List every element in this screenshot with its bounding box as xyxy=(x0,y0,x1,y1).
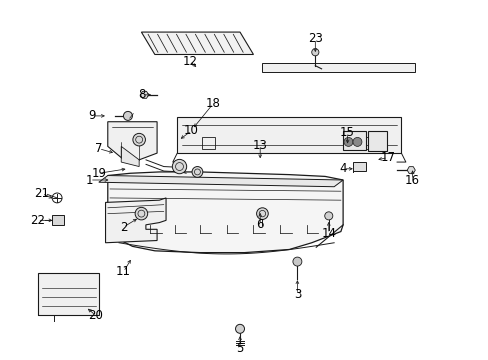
Text: 11: 11 xyxy=(116,265,131,278)
Text: 13: 13 xyxy=(252,139,267,152)
Text: 15: 15 xyxy=(340,126,354,139)
Text: 9: 9 xyxy=(88,109,96,122)
Text: 3: 3 xyxy=(293,288,301,301)
Circle shape xyxy=(235,324,244,333)
Text: 7: 7 xyxy=(95,142,102,155)
Circle shape xyxy=(324,212,332,220)
Circle shape xyxy=(135,207,147,220)
Polygon shape xyxy=(140,91,148,98)
Text: 23: 23 xyxy=(307,32,322,45)
Text: 5: 5 xyxy=(236,342,243,355)
Circle shape xyxy=(172,159,186,174)
Circle shape xyxy=(123,111,132,120)
Text: 6: 6 xyxy=(256,218,264,231)
Text: 22: 22 xyxy=(30,214,45,227)
Bar xyxy=(367,131,386,151)
Text: 17: 17 xyxy=(380,151,395,164)
Text: 8: 8 xyxy=(138,88,146,101)
Circle shape xyxy=(344,138,352,147)
Text: 21: 21 xyxy=(34,187,49,200)
Circle shape xyxy=(311,49,318,56)
Polygon shape xyxy=(105,198,166,243)
Text: 20: 20 xyxy=(88,309,103,322)
Bar xyxy=(363,138,376,149)
Polygon shape xyxy=(121,147,139,167)
FancyBboxPatch shape xyxy=(38,273,99,315)
Polygon shape xyxy=(262,63,414,72)
Polygon shape xyxy=(107,122,157,160)
Text: 12: 12 xyxy=(182,55,197,68)
Polygon shape xyxy=(177,117,401,153)
Circle shape xyxy=(256,208,268,220)
Polygon shape xyxy=(407,167,414,174)
Text: 1: 1 xyxy=(86,174,93,186)
Polygon shape xyxy=(107,172,343,253)
Bar xyxy=(202,138,215,149)
Text: 18: 18 xyxy=(205,97,220,110)
Bar xyxy=(343,131,365,149)
Text: 19: 19 xyxy=(91,167,106,180)
Text: 14: 14 xyxy=(321,227,336,240)
Text: 4: 4 xyxy=(339,162,346,175)
Text: 2: 2 xyxy=(120,221,127,234)
Circle shape xyxy=(192,167,203,177)
Text: 10: 10 xyxy=(184,124,199,137)
Circle shape xyxy=(133,134,145,146)
Bar xyxy=(52,215,64,225)
Circle shape xyxy=(292,257,301,266)
Circle shape xyxy=(352,138,361,147)
Polygon shape xyxy=(141,32,253,54)
Text: 16: 16 xyxy=(404,174,419,186)
Bar xyxy=(352,162,365,171)
Polygon shape xyxy=(99,176,343,187)
